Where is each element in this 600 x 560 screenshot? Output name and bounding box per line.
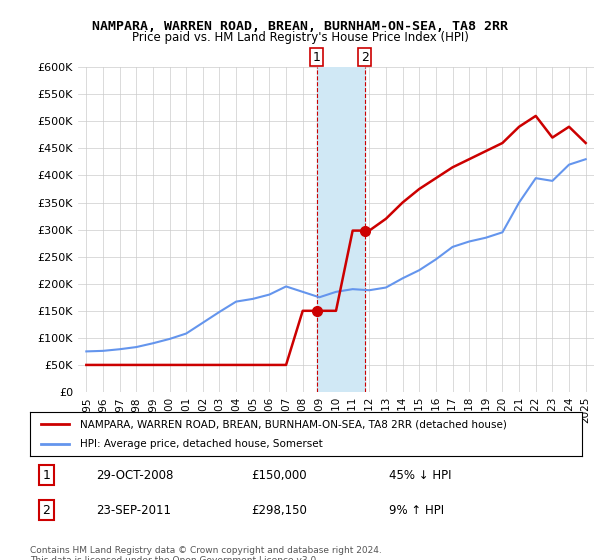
Text: 2: 2 (361, 51, 369, 64)
Bar (317, 67, 365, 392)
Text: £150,000: £150,000 (251, 469, 307, 482)
Text: 1: 1 (313, 51, 320, 64)
Text: 9% ↑ HPI: 9% ↑ HPI (389, 503, 444, 517)
Text: NAMPARA, WARREN ROAD, BREAN, BURNHAM-ON-SEA, TA8 2RR: NAMPARA, WARREN ROAD, BREAN, BURNHAM-ON-… (92, 20, 508, 32)
Text: 45% ↓ HPI: 45% ↓ HPI (389, 469, 451, 482)
Text: £298,150: £298,150 (251, 503, 307, 517)
Text: 2: 2 (43, 503, 50, 517)
Text: HPI: Average price, detached house, Somerset: HPI: Average price, detached house, Some… (80, 439, 322, 449)
Text: Contains HM Land Registry data © Crown copyright and database right 2024.
This d: Contains HM Land Registry data © Crown c… (30, 546, 382, 560)
Text: 23-SEP-2011: 23-SEP-2011 (96, 503, 171, 517)
Text: Price paid vs. HM Land Registry's House Price Index (HPI): Price paid vs. HM Land Registry's House … (131, 31, 469, 44)
Text: 29-OCT-2008: 29-OCT-2008 (96, 469, 173, 482)
Text: NAMPARA, WARREN ROAD, BREAN, BURNHAM-ON-SEA, TA8 2RR (detached house): NAMPARA, WARREN ROAD, BREAN, BURNHAM-ON-… (80, 419, 506, 429)
Text: 1: 1 (43, 469, 50, 482)
